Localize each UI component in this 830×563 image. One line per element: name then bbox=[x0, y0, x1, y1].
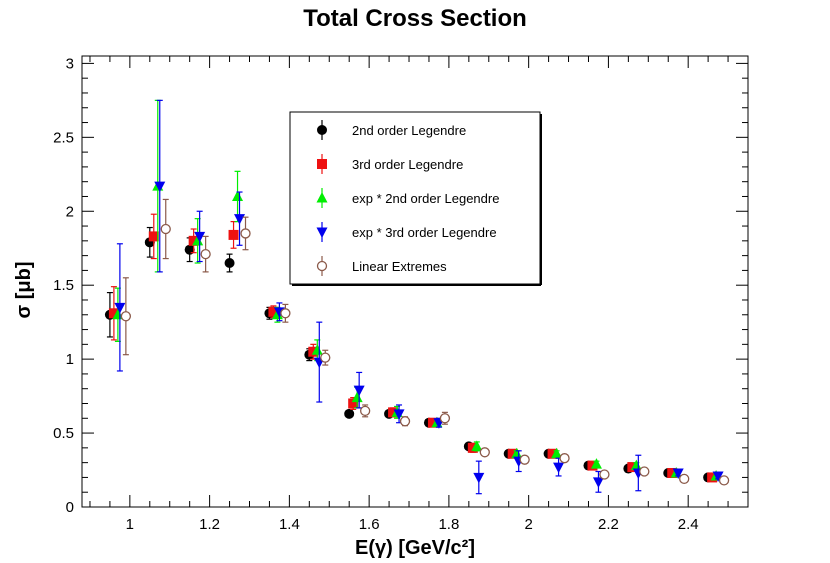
x-tick-label: 1.6 bbox=[359, 516, 380, 533]
data-point bbox=[320, 352, 331, 363]
data-point bbox=[630, 459, 642, 471]
data-point bbox=[308, 346, 319, 357]
x-tick-label: 2 bbox=[524, 516, 532, 533]
data-point bbox=[712, 471, 724, 482]
data-point bbox=[639, 466, 650, 477]
data-point bbox=[194, 231, 206, 243]
axes: 1 1.2 1.4 1.6 1.8 2 2.2 2.4 0 0.5 1 1.5 2 2.5 3 bbox=[53, 55, 749, 533]
data-point bbox=[280, 308, 291, 319]
x-axis-label: E(γ) [GeV/c²] bbox=[355, 537, 475, 559]
data-point bbox=[507, 448, 518, 459]
data-point bbox=[234, 214, 246, 225]
data-point bbox=[473, 472, 485, 484]
legend-marker bbox=[316, 192, 328, 203]
series-2 bbox=[108, 213, 718, 483]
data-point bbox=[427, 417, 438, 428]
data-point bbox=[344, 408, 355, 419]
data-point bbox=[188, 235, 199, 246]
y-tick-label: 1 bbox=[66, 351, 74, 368]
data-point bbox=[148, 231, 159, 242]
chart-title: Total Cross Section bbox=[303, 5, 527, 32]
legend-box bbox=[289, 111, 541, 285]
plot-frame bbox=[81, 55, 749, 508]
data-point bbox=[240, 228, 251, 239]
data-point bbox=[559, 453, 570, 464]
data-point bbox=[471, 440, 483, 451]
data-point bbox=[551, 447, 563, 459]
data-point bbox=[672, 468, 684, 479]
series-4 bbox=[114, 99, 724, 495]
x-tick-label: 2.4 bbox=[678, 516, 699, 533]
data-point bbox=[114, 302, 126, 314]
data-point bbox=[351, 391, 363, 403]
legend-marker bbox=[316, 227, 328, 238]
y-tick-label: 0 bbox=[66, 499, 74, 516]
data-points bbox=[104, 99, 730, 495]
data-point bbox=[154, 181, 166, 193]
x-tick-label: 1.8 bbox=[438, 516, 459, 533]
y-axis-label: σ [μb] bbox=[13, 261, 35, 318]
legend-label: 2nd order Legendre bbox=[352, 123, 466, 138]
data-point bbox=[108, 308, 119, 319]
data-point bbox=[112, 308, 124, 320]
data-point bbox=[271, 308, 283, 320]
data-point bbox=[348, 398, 359, 409]
legend-entry: 2nd order Legendre bbox=[317, 120, 466, 140]
y-tick-label: 1.5 bbox=[53, 277, 74, 294]
data-point bbox=[479, 447, 490, 458]
data-point bbox=[393, 409, 405, 420]
data-point bbox=[359, 405, 371, 417]
data-point bbox=[388, 407, 399, 418]
data-point bbox=[200, 248, 211, 260]
data-point bbox=[590, 458, 602, 469]
data-point bbox=[718, 475, 730, 486]
y-tick-label: 2.5 bbox=[53, 129, 74, 146]
data-point bbox=[667, 467, 678, 478]
legend-entry: exp * 2nd order Legendre bbox=[316, 188, 499, 208]
data-point bbox=[120, 311, 132, 322]
data-point bbox=[467, 442, 478, 453]
data-point bbox=[224, 258, 235, 269]
data-point bbox=[353, 385, 365, 397]
data-point bbox=[268, 306, 279, 317]
legend-label: exp * 2nd order Legendre bbox=[352, 191, 499, 206]
data-point bbox=[232, 190, 244, 201]
series-5 bbox=[120, 198, 730, 486]
data-point bbox=[553, 462, 565, 474]
data-point bbox=[627, 462, 638, 473]
legend-entry: exp * 3rd order Legendre bbox=[316, 222, 497, 242]
data-point bbox=[399, 416, 411, 427]
x-tick-label: 2.2 bbox=[598, 516, 619, 533]
data-point bbox=[311, 344, 323, 355]
data-point bbox=[228, 229, 239, 240]
legend-entry: 3rd order Legendre bbox=[317, 154, 463, 174]
data-point bbox=[439, 413, 451, 424]
legend-label: exp * 3rd order Legendre bbox=[352, 225, 497, 240]
legend-marker bbox=[317, 125, 327, 135]
legend-label: Linear Extremes bbox=[352, 259, 447, 274]
data-point bbox=[592, 477, 604, 488]
legend-entry: Linear Extremes bbox=[316, 256, 447, 276]
x-tick-label: 1 bbox=[126, 516, 134, 533]
data-point bbox=[587, 460, 598, 471]
y-tick-label: 3 bbox=[66, 55, 74, 72]
data-point bbox=[707, 472, 718, 483]
data-point bbox=[599, 469, 610, 480]
data-point bbox=[679, 473, 690, 485]
legend-marker bbox=[316, 260, 328, 272]
legend-label: 3rd order Legendre bbox=[352, 157, 463, 172]
data-point bbox=[519, 454, 530, 465]
data-point bbox=[547, 448, 558, 459]
y-tick-label: 2 bbox=[66, 203, 74, 220]
legend: 2nd order Legendre 3rd order Legendre exp … bbox=[289, 111, 542, 286]
y-tick-label: 0.5 bbox=[53, 425, 74, 442]
data-point bbox=[511, 447, 523, 459]
x-tick-label: 1.4 bbox=[279, 516, 300, 533]
legend-marker bbox=[317, 159, 327, 169]
x-tick-label: 1.2 bbox=[199, 516, 220, 533]
data-point bbox=[192, 234, 204, 246]
data-point bbox=[160, 223, 171, 235]
